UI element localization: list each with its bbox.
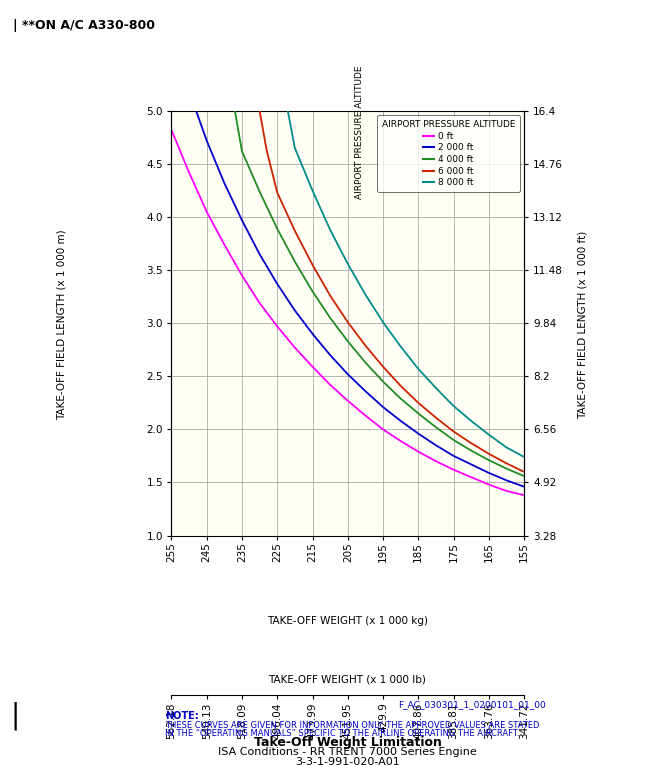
Text: ISA Conditions - RR TRENT 7000 Series Engine: ISA Conditions - RR TRENT 7000 Series En… [218,747,477,757]
Text: AIRPORT PRESSURE ALTITUDE: AIRPORT PRESSURE ALTITUDE [355,65,364,199]
Text: TAKE-OFF WEIGHT (x 1 000 lb): TAKE-OFF WEIGHT (x 1 000 lb) [269,675,426,685]
Legend: 0 ft, 2 000 ft, 4 000 ft, 6 000 ft, 8 000 ft: 0 ft, 2 000 ft, 4 000 ft, 6 000 ft, 8 00… [377,116,520,192]
Text: F_AC_030301_1_0200101_01_00: F_AC_030301_1_0200101_01_00 [399,700,546,709]
Text: TAKE-OFF FIELD LENGTH (x 1 000 ft): TAKE-OFF FIELD LENGTH (x 1 000 ft) [577,231,587,419]
Text: Take-Off Weight Limitation: Take-Off Weight Limitation [254,736,441,749]
Text: TAKE-OFF WEIGHT (x 1 000 kg): TAKE-OFF WEIGHT (x 1 000 kg) [267,616,428,626]
Text: |: | [10,701,19,730]
Text: THESE CURVES ARE GIVEN FOR INFORMATION ONLY. THE APPROVED VALUES ARE STATED: THESE CURVES ARE GIVEN FOR INFORMATION O… [165,721,540,730]
Text: 3-3-1-991-020-A01: 3-3-1-991-020-A01 [295,757,400,765]
Text: | **ON A/C A330-800: | **ON A/C A330-800 [13,19,155,32]
Text: IN THE “OPERATING MANUALS” SPECIFIC TO THE AIRLINE OPERATING THE AIRCRAFT.: IN THE “OPERATING MANUALS” SPECIFIC TO T… [165,729,520,738]
Text: NOTE:: NOTE: [165,711,199,721]
Text: TAKE-OFF FIELD LENGTH (x 1 000 m): TAKE-OFF FIELD LENGTH (x 1 000 m) [56,230,67,421]
